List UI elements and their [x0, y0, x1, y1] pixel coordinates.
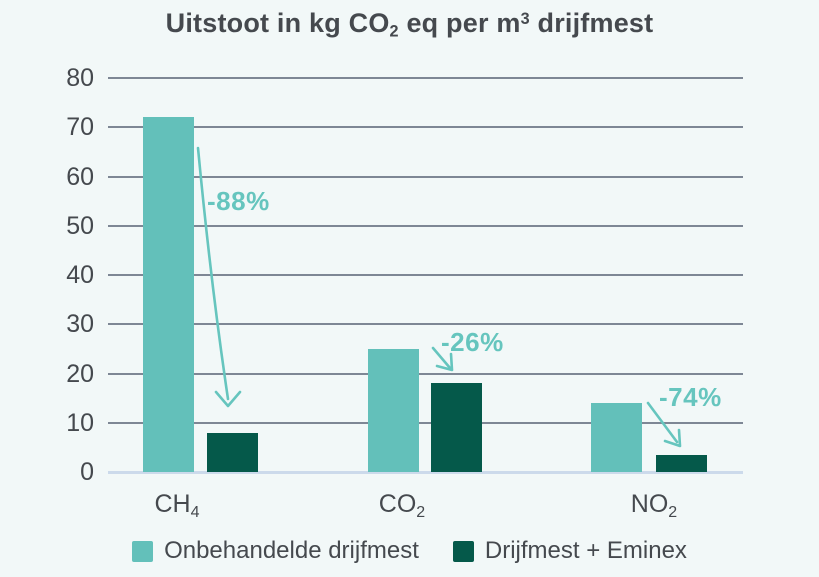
x-axis-label-no2: NO2 [599, 490, 709, 522]
gridline-30 [108, 323, 743, 325]
gridline-50 [108, 225, 743, 227]
x-label-subscript: 2 [668, 503, 678, 521]
legend: Onbehandelde drijfmest Drijfmest + Emine… [0, 537, 819, 565]
x-axis-baseline [108, 471, 743, 474]
x-label-subscript: 2 [416, 503, 426, 521]
y-tick-label: 20 [66, 360, 94, 388]
y-tick-label: 60 [66, 163, 94, 191]
legend-item-eminex: Drijfmest + Eminex [452, 537, 687, 565]
chart-title: Uitstoot in kg CO2 eq per m3 drijfmest [0, 8, 819, 42]
y-tick-label: 0 [80, 458, 94, 486]
y-tick-label: 50 [66, 212, 94, 240]
gridline-40 [108, 274, 743, 276]
chart-title-subscript: 2 [389, 22, 399, 41]
x-label-text: CO [378, 490, 417, 518]
chart-title-text: drijfmest [529, 8, 654, 38]
bar-onbehandelde-no2 [591, 403, 642, 472]
legend-swatch-light-icon [132, 540, 154, 562]
annotation-no2-percent: -74% [659, 382, 722, 412]
x-label-text: CH [154, 490, 191, 518]
gridline-60 [108, 176, 743, 178]
y-tick-label: 80 [66, 64, 94, 92]
bar-eminex-no2 [656, 454, 707, 472]
bar-onbehandelde-ch4 [143, 117, 194, 472]
y-tick-label: 30 [66, 310, 94, 338]
legend-label: Drijfmest + Eminex [484, 537, 687, 564]
y-tick-label: 10 [66, 409, 94, 437]
plot-area: 80 70 60 50 40 30 20 10 0 CH4 CO2 NO2 [66, 65, 743, 521]
bar-onbehandelde-co2 [368, 348, 419, 472]
annotation-co2-percent: -26% [441, 327, 504, 357]
legend-swatch-dark-icon [452, 540, 474, 562]
y-tick-label: 70 [66, 113, 94, 141]
chart-title-text: eq per m [398, 8, 521, 38]
legend-label: Onbehandelde drijfmest [164, 537, 419, 564]
x-label-subscript: 4 [190, 503, 200, 521]
x-axis-label-ch4: CH4 [122, 490, 232, 522]
gridline-20 [108, 373, 743, 375]
y-tick-label: 40 [66, 261, 94, 289]
gridline-70 [108, 126, 743, 128]
chart-title-superscript: 3 [520, 9, 530, 28]
x-axis-label-co2: CO2 [347, 490, 457, 522]
chart-title-text: Uitstoot in kg CO [165, 8, 390, 38]
bar-eminex-ch4 [207, 432, 258, 472]
annotation-ch4-percent: -88% [207, 186, 270, 216]
bar-eminex-co2 [431, 383, 482, 472]
gridline-10 [108, 422, 743, 424]
gridline-80 [108, 77, 743, 79]
x-label-text: NO [630, 490, 669, 518]
legend-item-onbehandelde: Onbehandelde drijfmest [132, 537, 419, 565]
